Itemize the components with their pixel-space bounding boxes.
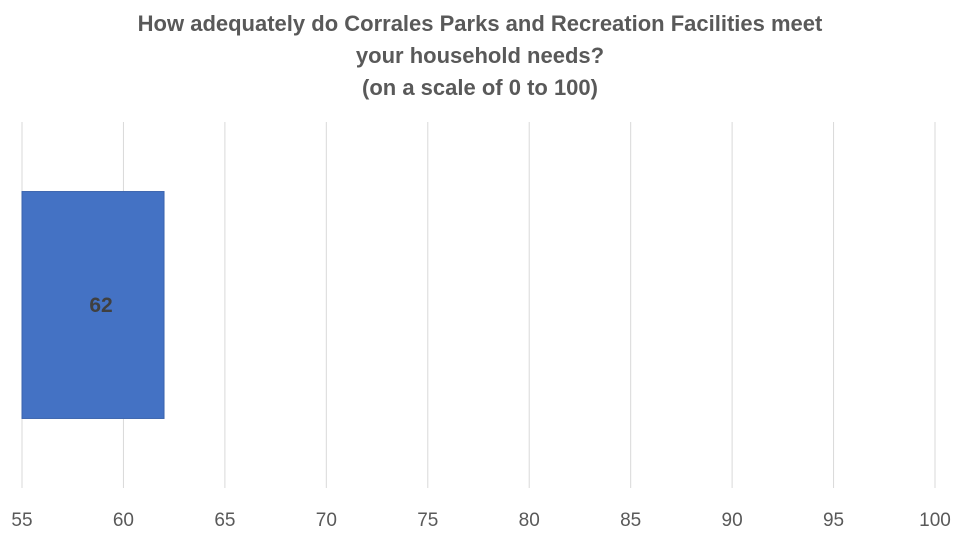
chart-title-line-1: How adequately do Corrales Parks and Rec…	[137, 11, 823, 36]
chart-title-line-2: your household needs?	[355, 43, 605, 68]
x-tick-label-100: 100	[919, 510, 951, 531]
data-labels: 62	[89, 294, 112, 317]
x-tick-label-65: 65	[214, 510, 235, 531]
x-tick-label-60: 60	[113, 510, 134, 531]
data-label-0: 62	[89, 294, 112, 317]
x-tick-label-90: 90	[722, 510, 743, 531]
x-tick-label-75: 75	[417, 510, 438, 531]
bar-0	[21, 191, 165, 419]
bars	[21, 191, 165, 419]
chart-title-line-3: (on a scale of 0 to 100)	[362, 75, 598, 100]
x-axis-ticks: 55 60 65 70 75 80 85 90 95 100	[11, 510, 950, 531]
x-tick-label-85: 85	[620, 510, 641, 531]
x-tick-label-80: 80	[519, 510, 540, 531]
x-tick-label-55: 55	[11, 510, 32, 531]
x-tick-label-70: 70	[316, 510, 337, 531]
gridlines	[21, 122, 936, 488]
x-tick-label-95: 95	[823, 510, 844, 531]
chart-title: How adequately do Corrales Parks and Rec…	[0, 8, 960, 104]
